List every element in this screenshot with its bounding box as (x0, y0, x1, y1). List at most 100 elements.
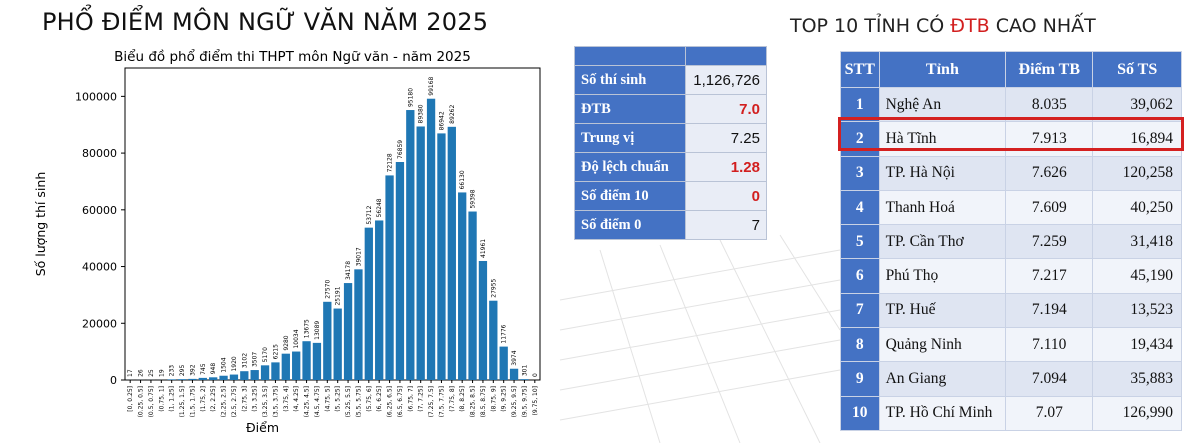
row-count: 45,190 (1092, 258, 1182, 294)
bar-value-label: 17 (127, 369, 134, 377)
x-tick-label: (8.75, 9] (490, 386, 497, 412)
x-tick-label: (2.25, 2.5] (221, 386, 228, 417)
bar-value-label: 233 (169, 365, 176, 377)
bar-value-label: 66130 (459, 170, 466, 189)
x-tick-label: (8, 8.25] (459, 386, 466, 412)
bar-value-label: 11776 (501, 324, 508, 343)
histogram-bar (312, 342, 322, 380)
bar-value-label: 745 (200, 363, 207, 375)
histogram-bar (271, 362, 280, 380)
bar-value-label: 1920 (231, 356, 238, 371)
col-header-stt: STT (840, 51, 880, 88)
stats-value: 1.28 (685, 152, 767, 182)
row-avg: 7.194 (1005, 292, 1094, 329)
row-avg: 7.07 (1005, 395, 1094, 431)
histogram-bar (468, 211, 477, 380)
y-tick-label: 0 (110, 374, 117, 387)
bar-value-label: 3102 (241, 353, 248, 368)
row-province: An Giang (878, 361, 1007, 397)
bar-value-label: 0 (532, 373, 539, 377)
x-tick-label: (7.5, 7.75] (438, 386, 445, 417)
row-stt: 3 (840, 155, 880, 191)
x-tick-label: (8.25, 8.5] (470, 386, 477, 417)
histogram-bar (281, 353, 290, 380)
row-avg: 7.110 (1005, 327, 1094, 363)
bar-value-label: 25 (148, 369, 155, 377)
histogram-bar (323, 301, 332, 380)
row-province: TP. Cần Thơ (878, 224, 1007, 260)
bar-value-label: 27570 (324, 280, 331, 299)
histogram-bar (385, 175, 394, 380)
x-tick-label: (3.5, 3.75] (272, 386, 279, 417)
bar-value-label: 13675 (304, 319, 311, 338)
chart-title: Biểu đồ phổ điểm thi THPT môn Ngữ văn - … (114, 48, 471, 65)
bar-value-label: 948 (210, 363, 217, 375)
histogram-bar (240, 371, 249, 380)
x-tick-label: (2.75, 3] (241, 386, 248, 412)
bar-value-label: 3507 (252, 352, 259, 367)
x-tick-label: (6, 6.25] (376, 386, 383, 412)
stats-value: 7 (685, 210, 767, 240)
histogram-bar (395, 161, 405, 380)
table-row: 10 TP. Hồ Chí Minh 7.07 126,990 (840, 395, 1182, 431)
bar-value-label: 41961 (480, 239, 487, 258)
row-stt: 9 (840, 361, 880, 397)
x-tick-label: (4.25, 4.5] (304, 386, 311, 417)
histogram-bar (375, 220, 384, 380)
bar-value-label: 72128 (387, 153, 394, 172)
row-avg: 7.626 (1005, 155, 1094, 191)
x-tick-label: (5.5, 5.75] (355, 386, 362, 417)
x-tick-label: (1, 1.25] (169, 386, 176, 412)
stats-label: Số điểm 0 (574, 210, 686, 240)
stats-label: Độ lệch chuẩn (574, 152, 686, 182)
bar-value-label: 99168 (428, 76, 435, 95)
table-row: 5 TP. Cần Thơ 7.259 31,418 (840, 224, 1182, 260)
top10-title: TOP 10 TỈNH CÓ ĐTB CAO NHẤT (790, 15, 1096, 37)
top10-title-suffix: CAO NHẤT (989, 15, 1096, 37)
stats-label: Số thí sinh (574, 65, 686, 95)
y-tick-label: 60000 (82, 204, 117, 217)
stats-header-cell (574, 46, 686, 66)
stats-value: 7.0 (685, 94, 767, 124)
x-tick-label: (4.75, 5] (324, 386, 331, 412)
bar-value-label: 76859 (397, 140, 404, 159)
bar-value-label: 392 (189, 364, 196, 376)
x-tick-label: (1.5, 1.75] (189, 386, 196, 417)
histogram-bar (302, 341, 311, 380)
row-province: TP. Huế (878, 292, 1007, 329)
y-axis-label: Số lượng thí sinh (33, 172, 48, 277)
bar-value-label: 59398 (470, 189, 477, 208)
row-stt: 4 (840, 189, 880, 226)
row-avg: 7.094 (1005, 361, 1094, 397)
histogram-bar (509, 368, 519, 380)
x-tick-label: (0.75, 1] (158, 386, 165, 412)
bar-value-label: 3974 (511, 350, 518, 365)
bar-value-label: 9280 (283, 335, 290, 350)
bar-value-label: 25191 (335, 286, 342, 305)
col-header-province: Tỉnh (878, 51, 1007, 88)
y-tick-label: 40000 (82, 261, 117, 274)
row-count: 126,990 (1092, 395, 1182, 431)
row-province: Phú Thọ (878, 258, 1007, 294)
page-title: PHỔ ĐIỂM MÔN NGỮ VĂN NĂM 2025 (42, 8, 489, 36)
highlight-box (838, 117, 1184, 151)
table-row: 8 Quảng Ninh 7.110 19,434 (840, 327, 1182, 363)
row-stt: 10 (840, 395, 880, 431)
stats-row: Số điểm 10 0 (574, 181, 767, 211)
x-tick-label: (5.75, 6] (366, 386, 373, 412)
row-count: 120,258 (1092, 155, 1182, 191)
histogram-bar (520, 379, 529, 380)
histogram-bar (343, 283, 353, 380)
x-tick-label: (7, 7.25] (418, 386, 425, 412)
table-row: 7 TP. Huế 7.194 13,523 (840, 292, 1182, 329)
row-count: 39,062 (1092, 86, 1182, 123)
top10-title-prefix: TOP 10 TỈNH CÓ (790, 15, 951, 37)
col-header-avg: Điểm TB (1005, 51, 1094, 88)
histogram-bar (478, 260, 488, 380)
histogram-bar (260, 365, 270, 380)
bar-value-label: 89380 (418, 104, 425, 123)
row-stt: 8 (840, 327, 880, 363)
bar-value-label: 27955 (490, 278, 497, 297)
bar-value-label: 34178 (345, 261, 352, 280)
